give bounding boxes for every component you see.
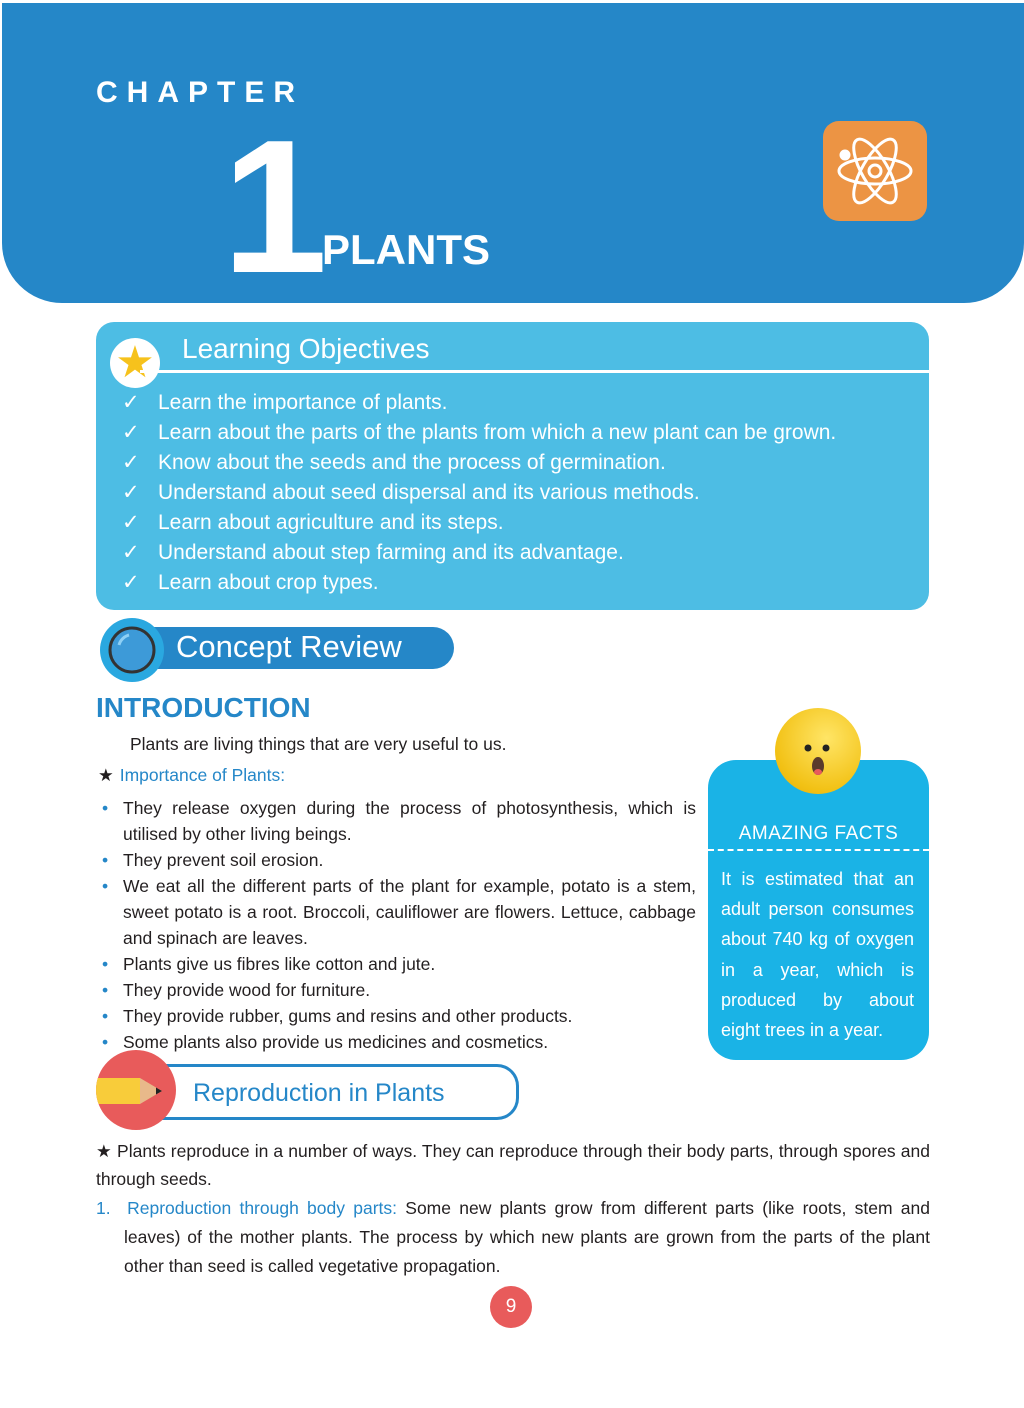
objective-item: ✓ Understand about seed dispersal and its… — [122, 478, 836, 508]
list-item: They provide wood for furniture. — [100, 977, 696, 1003]
magnifier-icon — [100, 618, 164, 682]
atom-icon — [823, 121, 927, 221]
check-icon: ✓ — [122, 451, 140, 474]
page-number: 9 — [490, 1286, 532, 1328]
amazing-facts-box — [708, 760, 929, 1060]
pencil-icon — [96, 1050, 176, 1130]
objectives-list: ✓ Learn the importance of plants. ✓ Learn … — [122, 388, 836, 598]
list-item: They provide rubber, gums and resins and… — [100, 1003, 696, 1029]
check-icon: ✓ — [122, 421, 140, 444]
list-item: Some plants also provide us medicines an… — [100, 1029, 696, 1055]
star-icon: ★ — [110, 338, 160, 388]
reproduction-title: Reproduction in Plants — [193, 1079, 445, 1107]
objective-item: ✓ Understand about step farming and its a… — [122, 538, 836, 568]
list-item: Plants give us fibres like cotton and ju… — [100, 951, 696, 977]
introduction-heading: INTRODUCTION — [96, 692, 311, 723]
dashed-divider — [708, 849, 929, 851]
concept-review-title: Concept Review — [176, 629, 402, 664]
objective-item: ✓ Learn about agriculture and its steps. — [122, 508, 836, 538]
concept-review-banner — [130, 627, 454, 669]
chapter-label: CHAPTER — [96, 76, 305, 109]
chapter-title: PLANTS — [322, 226, 490, 273]
objective-item: ✓ Learn about the parts of the plants fro… — [122, 418, 836, 448]
learning-objectives-title: Learning Objectives — [182, 333, 430, 364]
list-item: They release oxygen during the process o… — [100, 795, 696, 847]
divider — [140, 370, 929, 373]
list-item: They prevent soil erosion. — [100, 847, 696, 873]
reproduction-banner — [130, 1064, 519, 1120]
objective-item: ✓ Know about the seeds and the process of… — [122, 448, 836, 478]
list-item: We eat all the different parts of the pl… — [100, 873, 696, 951]
amazing-facts-title: AMAZING FACTS — [738, 823, 899, 844]
check-icon: ✓ — [122, 571, 140, 594]
check-icon: ✓ — [122, 391, 140, 414]
check-icon: ✓ — [122, 511, 140, 534]
amazing-facts-text: It is estimated that an adult person con… — [721, 869, 914, 1041]
importance-heading: ★ Importance of Plants: — [98, 765, 286, 785]
star-icon: ★ — [96, 1141, 112, 1161]
surprised-face-icon — [775, 708, 861, 794]
check-icon: ✓ — [122, 541, 140, 564]
reproduction-intro: ★ Plants reproduce in a number of ways. … — [96, 1141, 930, 1189]
reproduction-point: 1. Reproduction through body parts: Some… — [96, 1198, 930, 1276]
objective-item: ✓ Learn the importance of plants. — [122, 388, 836, 418]
objective-item: ✓ Learn about crop types. — [122, 568, 836, 598]
check-icon: ✓ — [122, 481, 140, 504]
introduction-text: Plants are living things that are very u… — [130, 734, 507, 754]
chapter-number: 1 — [222, 101, 328, 313]
importance-list: They release oxygen during the process o… — [100, 795, 696, 1055]
star-icon: ★ — [98, 765, 114, 785]
